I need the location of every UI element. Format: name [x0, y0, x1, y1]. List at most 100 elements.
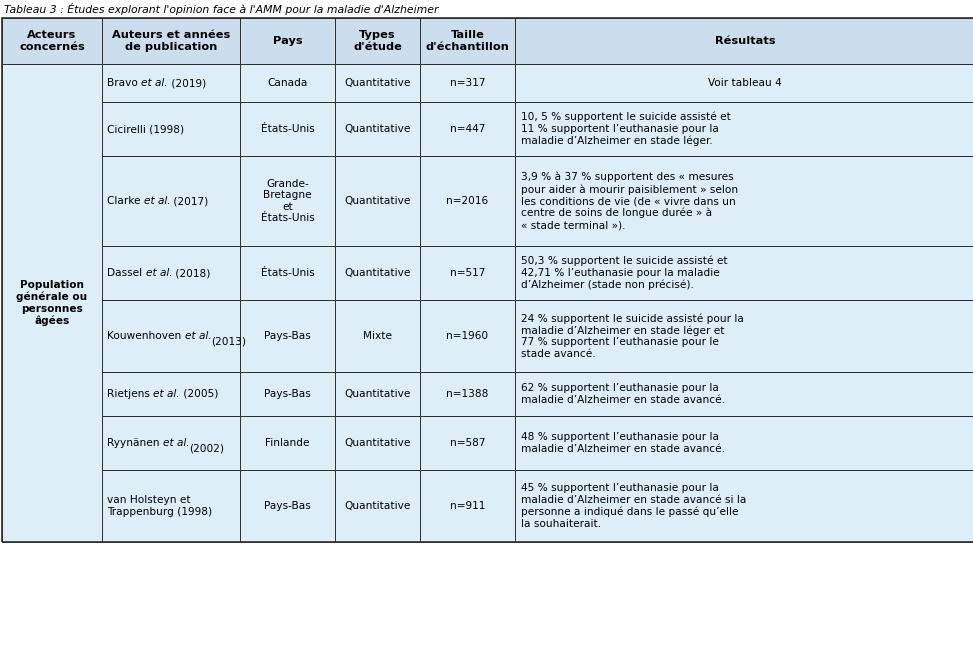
Text: Types
d'étude: Types d'étude — [353, 30, 402, 52]
Text: Population
générale ou
personnes
âgées: Population générale ou personnes âgées — [17, 280, 88, 326]
Text: et al.: et al. — [162, 438, 190, 448]
Text: 50,3 % supportent le suicide assisté et
42,71 % l’euthanasie pour la maladie
d’A: 50,3 % supportent le suicide assisté et … — [521, 256, 728, 290]
Bar — [240, 372, 335, 416]
Bar — [335, 102, 420, 156]
Text: Quantitative: Quantitative — [344, 438, 411, 448]
Text: n=587: n=587 — [450, 438, 486, 448]
Text: Pays-Bas: Pays-Bas — [264, 501, 311, 511]
Text: Quantitative: Quantitative — [344, 196, 411, 206]
Bar — [420, 470, 515, 542]
Bar — [420, 372, 515, 416]
Bar — [240, 416, 335, 470]
Bar — [515, 156, 973, 246]
Bar — [102, 18, 240, 64]
Text: Ryynänen: Ryynänen — [107, 438, 162, 448]
Bar — [335, 156, 420, 246]
Bar — [240, 64, 335, 102]
Bar — [335, 64, 420, 102]
Text: Rietjens: Rietjens — [107, 389, 154, 399]
Text: (2019): (2019) — [168, 78, 206, 88]
Bar — [335, 470, 420, 542]
Text: États-Unis: États-Unis — [261, 124, 314, 134]
Bar — [102, 64, 240, 102]
Text: et al.: et al. — [154, 389, 180, 399]
Bar — [420, 246, 515, 300]
Text: (2005): (2005) — [180, 389, 218, 399]
Bar — [102, 372, 240, 416]
Text: Taille
d'échantillon: Taille d'échantillon — [425, 30, 510, 52]
Bar — [420, 416, 515, 470]
Text: et al.: et al. — [141, 78, 168, 88]
Bar — [420, 64, 515, 102]
Bar — [102, 300, 240, 372]
Text: Quantitative: Quantitative — [344, 124, 411, 134]
Text: Pays: Pays — [272, 36, 303, 46]
Text: Clarke: Clarke — [107, 196, 144, 206]
Bar — [420, 300, 515, 372]
Text: Auteurs et années
de publication: Auteurs et années de publication — [112, 30, 231, 52]
Bar — [515, 102, 973, 156]
Text: 10, 5 % supportent le suicide assisté et
11 % supportent l’euthanasie pour la
ma: 10, 5 % supportent le suicide assisté et… — [521, 112, 731, 146]
Bar — [2, 64, 102, 542]
Bar — [420, 156, 515, 246]
Bar — [240, 470, 335, 542]
Text: Cicirelli (1998): Cicirelli (1998) — [107, 124, 184, 134]
Bar — [102, 156, 240, 246]
Bar — [102, 102, 240, 156]
Text: van Holsteyn et
Trappenburg (1998): van Holsteyn et Trappenburg (1998) — [107, 495, 212, 517]
Text: n=447: n=447 — [450, 124, 486, 134]
Bar — [102, 470, 240, 542]
Bar — [515, 372, 973, 416]
Bar — [240, 246, 335, 300]
Bar — [102, 246, 240, 300]
Bar — [335, 372, 420, 416]
Text: Acteurs
concernés: Acteurs concernés — [19, 30, 85, 52]
Bar — [240, 18, 335, 64]
Text: n=517: n=517 — [450, 268, 486, 278]
Text: Canada: Canada — [268, 78, 307, 88]
Bar — [420, 18, 515, 64]
Bar — [515, 64, 973, 102]
Bar — [420, 102, 515, 156]
Bar — [515, 470, 973, 542]
Bar — [515, 18, 973, 64]
Text: Pays-Bas: Pays-Bas — [264, 331, 311, 341]
Bar — [515, 246, 973, 300]
Bar — [335, 300, 420, 372]
Bar — [515, 416, 973, 470]
Bar — [2, 18, 102, 64]
Text: Pays-Bas: Pays-Bas — [264, 389, 311, 399]
Text: États-Unis: États-Unis — [261, 268, 314, 278]
Text: (2017): (2017) — [170, 196, 209, 206]
Text: n=1960: n=1960 — [447, 331, 488, 341]
Text: et al.: et al. — [144, 196, 170, 206]
Text: 48 % supportent l’euthanasie pour la
maladie d’Alzheimer en stade avancé.: 48 % supportent l’euthanasie pour la mal… — [521, 432, 725, 454]
Text: Quantitative: Quantitative — [344, 268, 411, 278]
Text: n=2016: n=2016 — [447, 196, 488, 206]
Text: 3,9 % à 37 % supportent des « mesures
pour aider à mourir paisiblement » selon
l: 3,9 % à 37 % supportent des « mesures po… — [521, 172, 739, 230]
Text: Tableau 3 : Études explorant l'opinion face à l'AMM pour la maladie d'Alzheimer: Tableau 3 : Études explorant l'opinion f… — [4, 3, 439, 15]
Text: (2002): (2002) — [190, 432, 225, 454]
Bar — [335, 246, 420, 300]
Bar — [335, 416, 420, 470]
Text: n=317: n=317 — [450, 78, 486, 88]
Text: Mixte: Mixte — [363, 331, 392, 341]
Text: Quantitative: Quantitative — [344, 501, 411, 511]
Text: Kouwenhoven: Kouwenhoven — [107, 331, 185, 341]
Text: Finlande: Finlande — [266, 438, 309, 448]
Text: Voir tableau 4: Voir tableau 4 — [708, 78, 782, 88]
Bar — [240, 300, 335, 372]
Text: 45 % supportent l’euthanasie pour la
maladie d’Alzheimer en stade avancé si la
p: 45 % supportent l’euthanasie pour la mal… — [521, 483, 746, 529]
Bar — [240, 156, 335, 246]
Text: 62 % supportent l’euthanasie pour la
maladie d’Alzheimer en stade avancé.: 62 % supportent l’euthanasie pour la mal… — [521, 383, 725, 405]
Bar — [102, 416, 240, 470]
Bar — [515, 300, 973, 372]
Text: et al.: et al. — [146, 268, 172, 278]
Text: Quantitative: Quantitative — [344, 389, 411, 399]
Text: (2018): (2018) — [172, 268, 210, 278]
Bar — [2, 18, 973, 542]
Text: Dassel: Dassel — [107, 268, 146, 278]
Text: n=1388: n=1388 — [447, 389, 488, 399]
Text: Grande-
Bretagne
et
États-Unis: Grande- Bretagne et États-Unis — [261, 179, 314, 223]
Text: (2013): (2013) — [211, 325, 246, 347]
